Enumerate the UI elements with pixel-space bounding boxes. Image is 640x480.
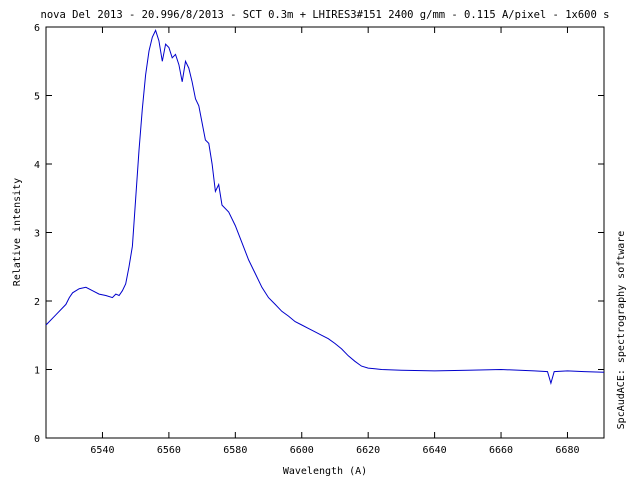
series-line <box>45 29 605 386</box>
x-axis-label: Wavelength (A) <box>283 466 367 477</box>
y-tick-label: 5 <box>34 92 40 103</box>
y-tick-label: 2 <box>34 297 40 308</box>
x-tick-label: 6620 <box>356 445 380 456</box>
x-tick-label: 6560 <box>157 445 181 456</box>
y-tick-label: 4 <box>34 160 40 171</box>
x-tick-label: 6680 <box>555 445 579 456</box>
x-tick-label: 6640 <box>423 445 447 456</box>
x-tick-label: 6540 <box>90 445 114 456</box>
y-axis: 0 1 2 3 4 5 6 <box>34 23 604 445</box>
x-tick-label: 6660 <box>489 445 513 456</box>
x-tick-label: 6580 <box>223 445 247 456</box>
software-label: SpcAudACE: spectrography software <box>616 231 627 430</box>
y-tick-label: 0 <box>34 434 40 445</box>
y-tick-label: 3 <box>34 229 40 240</box>
y-tick-label: 1 <box>34 366 40 377</box>
x-tick-label: 6600 <box>290 445 314 456</box>
chart-title: nova Del 2013 - 20.996/8/2013 - SCT 0.3m… <box>41 9 610 21</box>
y-axis-label: Relative intensity <box>12 178 23 286</box>
x-axis: 6540 6560 6580 6600 6620 6640 6660 6680 <box>90 27 580 456</box>
y-tick-label: 6 <box>34 23 40 34</box>
plot-frame <box>45 26 605 439</box>
